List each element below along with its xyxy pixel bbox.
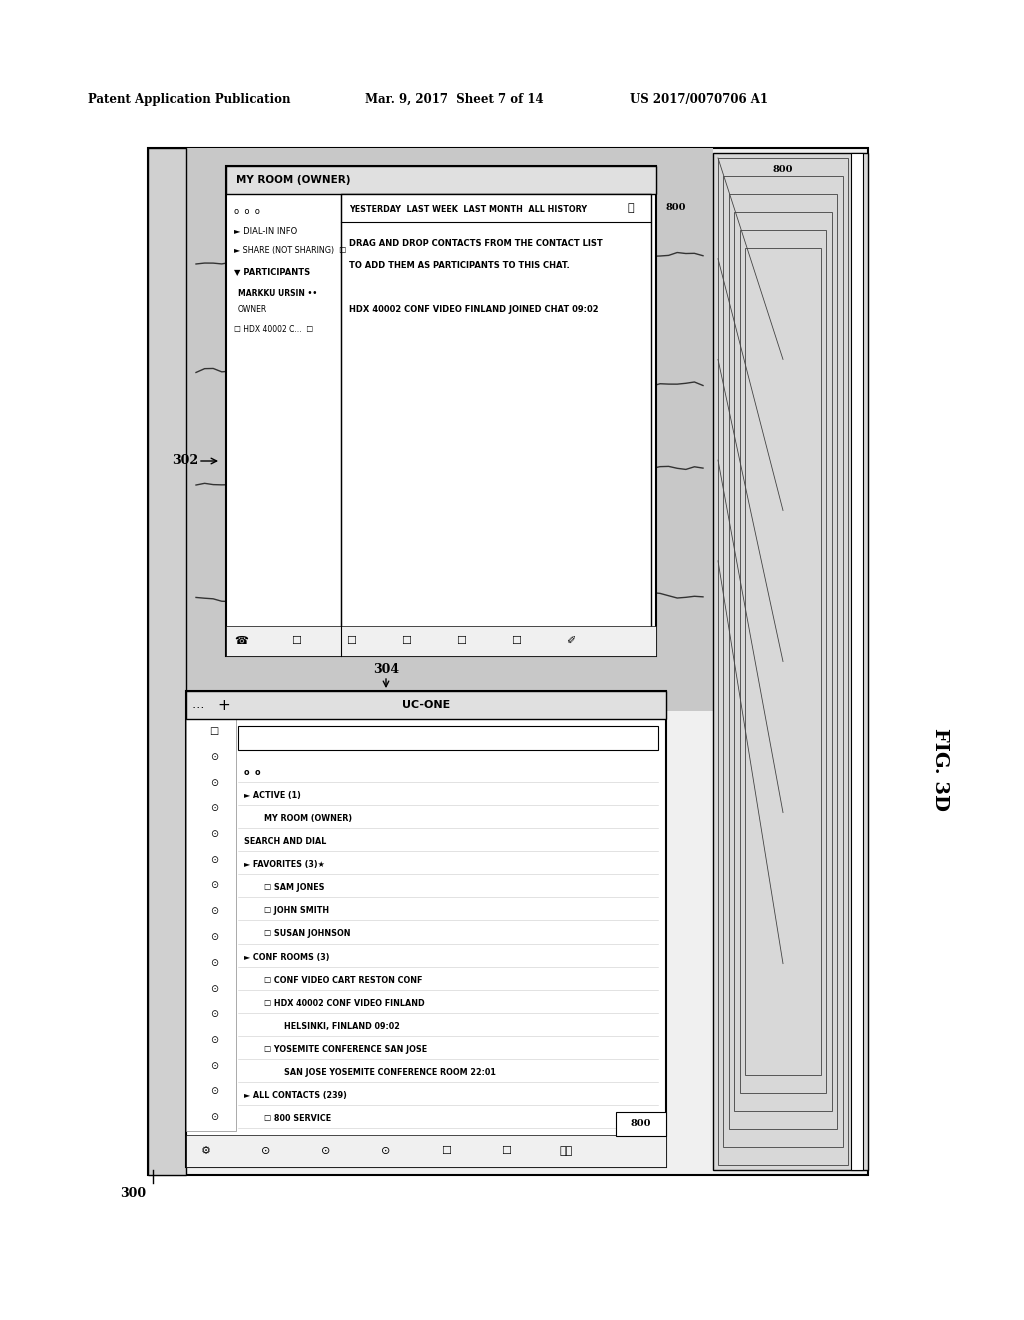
Text: ☐ JOHN SMITH: ☐ JOHN SMITH — [264, 907, 329, 915]
Bar — [238, 726, 658, 750]
Text: MY ROOM (OWNER): MY ROOM (OWNER) — [236, 176, 350, 185]
Text: 800: 800 — [666, 203, 686, 213]
Text: ► SHARE (NOT SHARING)  ☐: ► SHARE (NOT SHARING) ☐ — [234, 246, 346, 255]
Bar — [226, 166, 656, 656]
Bar — [723, 176, 843, 1147]
Text: ☐: ☐ — [346, 636, 356, 645]
Text: Mar. 9, 2017  Sheet 7 of 14: Mar. 9, 2017 Sheet 7 of 14 — [365, 92, 544, 106]
Bar — [734, 213, 831, 1111]
Text: HELSINKI, FINLAND 09:02: HELSINKI, FINLAND 09:02 — [284, 1022, 400, 1031]
Text: ☐: ☐ — [401, 636, 411, 645]
Text: OWNER: OWNER — [238, 305, 267, 314]
Text: o  o: o o — [244, 768, 260, 777]
Text: ☎: ☎ — [234, 636, 248, 645]
Text: ✐: ✐ — [566, 636, 575, 645]
Text: ⚙: ⚙ — [201, 1146, 211, 1156]
Text: FIG. 3D: FIG. 3D — [931, 729, 949, 812]
Text: ☐ SUSAN JOHNSON: ☐ SUSAN JOHNSON — [264, 929, 350, 939]
Bar — [186, 690, 666, 719]
Bar — [226, 626, 656, 656]
Text: ☐: ☐ — [441, 1146, 451, 1156]
Text: ☐: ☐ — [291, 636, 301, 645]
Bar — [148, 148, 868, 1175]
Text: ⊙: ⊙ — [381, 1146, 391, 1156]
Text: ► DIAL-IN INFO: ► DIAL-IN INFO — [234, 227, 297, 236]
Text: DRAG AND DROP CONTACTS FROM THE CONTACT LIST: DRAG AND DROP CONTACTS FROM THE CONTACT … — [349, 239, 603, 248]
Bar — [341, 194, 651, 652]
Text: ⊙: ⊙ — [210, 1086, 218, 1097]
Text: ⊙: ⊙ — [261, 1146, 270, 1156]
Text: TO ADD THEM AS PARTICIPANTS TO THIS CHAT.: TO ADD THEM AS PARTICIPANTS TO THIS CHAT… — [349, 261, 569, 271]
Bar — [148, 148, 186, 1175]
Text: ► CONF ROOMS (3): ► CONF ROOMS (3) — [244, 953, 330, 961]
Bar — [718, 158, 848, 1166]
Bar — [616, 1111, 666, 1137]
Text: UC-ONE: UC-ONE — [401, 700, 451, 710]
Text: ► FAVORITES (3)★: ► FAVORITES (3)★ — [244, 861, 325, 870]
Bar — [851, 153, 863, 1170]
Text: ⊙: ⊙ — [210, 1113, 218, 1122]
Text: ⓘ: ⓘ — [628, 203, 634, 213]
Bar — [186, 690, 666, 1167]
Text: ⊙: ⊙ — [210, 855, 218, 865]
Text: ⊙: ⊙ — [210, 1061, 218, 1071]
Text: ⊙: ⊙ — [210, 1010, 218, 1019]
Bar — [729, 194, 838, 1129]
Text: ⊙: ⊙ — [210, 983, 218, 994]
Text: SAN JOSE YOSEMITE CONFERENCE ROOM 22:01: SAN JOSE YOSEMITE CONFERENCE ROOM 22:01 — [284, 1068, 496, 1077]
Text: o  o  o: o o o — [234, 207, 260, 216]
Text: ⊙: ⊙ — [210, 932, 218, 942]
Text: 800: 800 — [773, 165, 794, 174]
Text: 800: 800 — [631, 1119, 651, 1129]
Text: …: … — [191, 698, 204, 711]
Text: ☐ YOSEMITE CONFERENCE SAN JOSE: ☐ YOSEMITE CONFERENCE SAN JOSE — [264, 1045, 427, 1053]
Text: ⊙: ⊙ — [210, 1035, 218, 1045]
Text: US 2017/0070706 A1: US 2017/0070706 A1 — [630, 92, 768, 106]
Text: ⊙: ⊙ — [210, 777, 218, 788]
Text: ⊙: ⊙ — [322, 1146, 331, 1156]
Text: ☐: ☐ — [456, 636, 466, 645]
Text: ☐ HDX 40002 CONF VIDEO FINLAND: ☐ HDX 40002 CONF VIDEO FINLAND — [264, 999, 425, 1007]
Text: ☐ CONF VIDEO CART RESTON CONF: ☐ CONF VIDEO CART RESTON CONF — [264, 975, 422, 985]
Text: HDX 40002 CONF VIDEO FINLAND JOINED CHAT 09:02: HDX 40002 CONF VIDEO FINLAND JOINED CHAT… — [349, 305, 599, 314]
Bar — [186, 148, 713, 711]
Text: ☐ HDX 40002 C...  ☐: ☐ HDX 40002 C... ☐ — [234, 325, 313, 334]
Text: Patent Application Publication: Patent Application Publication — [88, 92, 291, 106]
Text: YESTERDAY  LAST WEEK  LAST MONTH  ALL HISTORY: YESTERDAY LAST WEEK LAST MONTH ALL HISTO… — [349, 206, 587, 214]
Text: ▼ PARTICIPANTS: ▼ PARTICIPANTS — [234, 268, 310, 276]
Text: ⊙: ⊙ — [210, 752, 218, 762]
Text: ⊙: ⊙ — [210, 804, 218, 813]
Text: +: + — [218, 697, 230, 713]
Text: ► ACTIVE (1): ► ACTIVE (1) — [244, 791, 301, 800]
Bar — [739, 230, 826, 1093]
Text: ☐: ☐ — [501, 1146, 511, 1156]
Text: MY ROOM (OWNER): MY ROOM (OWNER) — [264, 814, 352, 824]
Text: MARKKU URSIN ••: MARKKU URSIN •• — [238, 289, 317, 298]
Text: ⊙: ⊙ — [210, 958, 218, 968]
Text: ⊙: ⊙ — [210, 829, 218, 840]
Text: ☐ SAM JONES: ☐ SAM JONES — [264, 883, 325, 892]
Text: ☐: ☐ — [511, 636, 521, 645]
Bar — [713, 153, 868, 1170]
Text: ⊙: ⊙ — [210, 880, 218, 891]
Bar — [186, 719, 236, 1131]
Text: 304: 304 — [373, 663, 399, 676]
Text: ⓐⓐ: ⓐⓐ — [559, 1146, 572, 1156]
Text: ☐ 800 SERVICE: ☐ 800 SERVICE — [264, 1114, 331, 1123]
Bar — [745, 248, 821, 1074]
Text: 300: 300 — [120, 1187, 146, 1200]
Text: ⊙: ⊙ — [210, 907, 218, 916]
Text: 302: 302 — [172, 454, 198, 467]
Bar — [186, 1135, 666, 1167]
Text: SEARCH AND DIAL: SEARCH AND DIAL — [244, 837, 327, 846]
Bar — [226, 166, 656, 194]
Text: ► ALL CONTACTS (239): ► ALL CONTACTS (239) — [244, 1090, 347, 1100]
Text: □: □ — [209, 726, 219, 737]
